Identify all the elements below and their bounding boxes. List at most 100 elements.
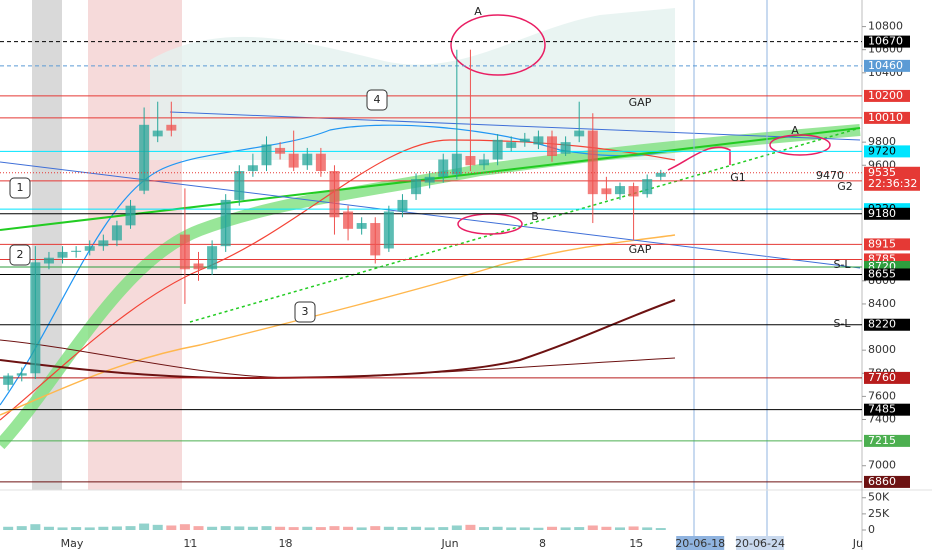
- annotation: 4: [374, 93, 381, 106]
- candle-body: [111, 225, 122, 241]
- y-tick-label: 10800: [868, 20, 903, 33]
- volume-bar: [411, 526, 422, 530]
- volume-bar: [234, 526, 245, 530]
- candle-body: [125, 205, 136, 226]
- volume-bar: [220, 526, 231, 530]
- level-label: 7215: [868, 434, 896, 447]
- level-tag: [864, 111, 910, 124]
- candle-body: [438, 159, 449, 177]
- candle-body: [424, 176, 435, 183]
- y-tick-label: 8400: [868, 297, 896, 310]
- volume-bar: [30, 524, 41, 530]
- x-tick-label: 15: [629, 537, 643, 550]
- level-tag: [864, 403, 910, 416]
- candle-body: [166, 124, 177, 131]
- candle-body: [533, 136, 544, 145]
- callout-box: [294, 301, 316, 323]
- volume-bar: [71, 527, 82, 530]
- last-price-label: 9535: [868, 166, 896, 179]
- candle-body: [220, 199, 231, 247]
- level-label: 9720: [868, 144, 896, 157]
- candle-body: [383, 211, 394, 249]
- annotation: B: [531, 210, 539, 223]
- y-tick-label: 7600: [868, 389, 896, 402]
- volume-bar: [315, 527, 326, 530]
- y-tick-label: 7000: [868, 459, 896, 472]
- volume-bar: [207, 526, 218, 530]
- volume-bar: [370, 526, 381, 530]
- volume-bar: [383, 526, 394, 530]
- volume-bar: [587, 525, 598, 530]
- volume-bar: [655, 528, 666, 530]
- volume-tick-label: 25K: [868, 507, 890, 520]
- volume-bar: [98, 526, 109, 530]
- volume-bar: [574, 527, 585, 530]
- candle-body: [465, 156, 476, 166]
- volume-bar: [614, 527, 625, 530]
- volume-bar: [43, 526, 54, 530]
- candle-body: [16, 373, 27, 376]
- x-tick-label: 20-06-18: [675, 537, 725, 550]
- candle-body: [71, 250, 82, 252]
- candle-body: [642, 179, 653, 195]
- annotation: 3: [302, 305, 309, 318]
- level-tag: [864, 238, 910, 251]
- volume-bar: [533, 527, 544, 530]
- volume-bar: [261, 526, 272, 530]
- trend-line: [169, 111, 861, 141]
- candle-body: [614, 186, 625, 195]
- candle-body: [655, 172, 666, 177]
- candle-body: [397, 199, 408, 212]
- volume-bar: [451, 525, 462, 530]
- volume-bar: [57, 527, 68, 530]
- level-tag: [864, 268, 910, 281]
- candle-body: [519, 138, 530, 143]
- annotation: GAP: [629, 96, 652, 109]
- x-tick-label: 8: [539, 537, 546, 550]
- volume-tick-label: 0: [868, 523, 875, 536]
- callout-box: [9, 177, 31, 199]
- cloud: [150, 8, 675, 160]
- candle-body: [30, 262, 41, 374]
- level-label: 7760: [868, 371, 896, 384]
- candle-body: [43, 257, 54, 264]
- annotation: 1: [17, 181, 24, 194]
- annotation: S-L: [833, 258, 851, 271]
- candle-body: [560, 142, 571, 154]
- x-tick-label: Ju: [852, 537, 863, 550]
- level-tag: [864, 475, 910, 488]
- candle-body: [356, 223, 367, 229]
- volume-bar: [560, 527, 571, 530]
- volume-bar: [329, 526, 340, 530]
- volume-bar: [356, 527, 367, 530]
- candle-body: [139, 124, 150, 191]
- volume-bar: [166, 525, 177, 530]
- annotation: G2: [837, 180, 853, 193]
- y-tick-label: 7400: [868, 413, 896, 426]
- volume-bar: [628, 526, 639, 530]
- candle-body: [547, 136, 558, 157]
- last-price-tag: [864, 166, 920, 191]
- level-tag: [864, 318, 910, 331]
- candle-body: [84, 246, 95, 251]
- session-band: [32, 0, 62, 490]
- candle-body: [587, 130, 598, 195]
- volume-bar: [506, 527, 517, 530]
- candle-body: [329, 171, 340, 218]
- highlight-circle: [450, 14, 546, 76]
- annotation: GAP: [629, 243, 652, 256]
- volume-bar: [3, 526, 14, 530]
- volume-bar: [247, 526, 258, 530]
- level-tag: [864, 59, 910, 72]
- candle-body: [3, 375, 14, 385]
- x-tick-label: 18: [279, 537, 293, 550]
- volume-bar: [343, 526, 354, 530]
- annotation: A: [791, 124, 799, 137]
- level-label: 10200: [868, 89, 903, 102]
- callout-box: [366, 89, 388, 111]
- y-tick-label: 8000: [868, 343, 896, 356]
- callout-box: [9, 244, 31, 266]
- x-tick-label: 20-06-24: [735, 537, 785, 550]
- candle-body: [506, 142, 517, 148]
- volume-bar: [479, 527, 490, 530]
